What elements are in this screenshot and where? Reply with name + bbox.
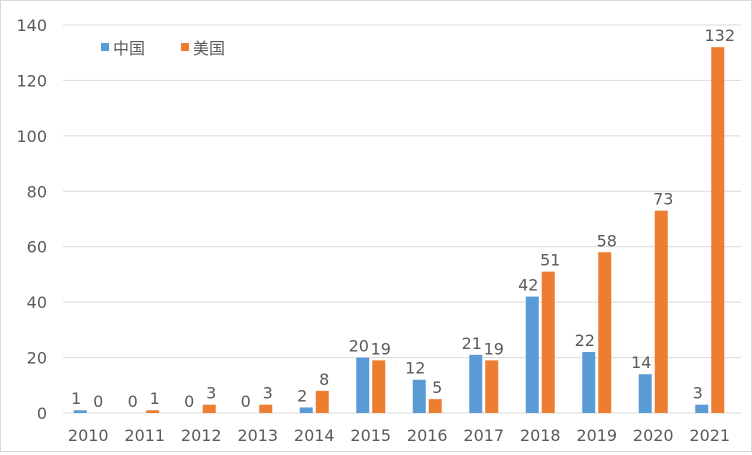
bar-usa [711, 47, 725, 414]
x-tick-label: 2016 [407, 426, 448, 445]
bar-usa [541, 271, 555, 413]
x-tick-label: 2017 [463, 426, 504, 445]
legend-swatch [181, 43, 189, 51]
data-label: 1 [150, 389, 160, 408]
data-label: 0 [184, 392, 194, 411]
data-label: 132 [704, 26, 735, 45]
bar-china [299, 407, 313, 413]
legend-swatch [101, 43, 109, 51]
bar-usa [259, 404, 273, 413]
bar-usa [598, 252, 612, 413]
y-tick-label: 60 [27, 238, 47, 257]
bar-china [469, 354, 483, 413]
data-label: 3 [206, 384, 216, 403]
bar-china [582, 352, 596, 413]
bar-usa [202, 404, 216, 413]
bar-china [412, 379, 426, 413]
data-label: 20 [349, 337, 369, 356]
x-tick-label: 2011 [124, 426, 165, 445]
bar-china [695, 404, 709, 413]
y-tick-label: 40 [27, 293, 47, 312]
y-tick-label: 0 [37, 404, 47, 423]
data-label: 0 [128, 392, 138, 411]
x-tick-label: 2010 [68, 426, 109, 445]
data-label: 21 [462, 334, 482, 353]
y-tick-label: 140 [16, 16, 47, 35]
data-label: 3 [263, 384, 273, 403]
x-tick-label: 2020 [633, 426, 674, 445]
legend-label: 美国 [193, 39, 225, 58]
bar-china [73, 410, 87, 413]
data-label: 2 [297, 386, 307, 405]
bar-usa [146, 410, 160, 413]
x-tick-label: 2012 [181, 426, 222, 445]
y-tick-label: 100 [16, 127, 47, 146]
data-label: 19 [371, 339, 391, 358]
bar-usa [372, 360, 386, 413]
data-label: 42 [518, 276, 538, 295]
bar-usa [315, 390, 329, 413]
bar-china [525, 296, 539, 413]
data-label: 5 [432, 378, 442, 397]
data-label: 0 [93, 392, 103, 411]
legend-label: 中国 [113, 39, 145, 58]
y-tick-label: 20 [27, 349, 47, 368]
bar-usa [485, 360, 499, 413]
bar-usa [428, 399, 442, 413]
bar-china [638, 374, 652, 413]
x-tick-label: 2014 [294, 426, 335, 445]
data-label: 19 [484, 339, 504, 358]
data-label: 0 [241, 392, 251, 411]
data-label: 73 [653, 190, 673, 209]
data-label: 12 [405, 359, 425, 378]
y-tick-label: 120 [16, 71, 47, 90]
data-label: 8 [319, 370, 329, 389]
data-label: 22 [575, 331, 595, 350]
x-tick-label: 2018 [520, 426, 561, 445]
x-tick-label: 2019 [576, 426, 617, 445]
data-label: 3 [693, 384, 703, 403]
x-tick-label: 2015 [350, 426, 391, 445]
data-label: 58 [597, 231, 617, 250]
data-label: 1 [71, 389, 81, 408]
bar-china [356, 357, 370, 413]
x-tick-label: 2013 [237, 426, 278, 445]
data-label: 14 [631, 353, 651, 372]
bar-usa [654, 210, 668, 413]
data-label: 51 [540, 251, 560, 270]
y-tick-label: 80 [27, 182, 47, 201]
x-tick-label: 2021 [689, 426, 730, 445]
